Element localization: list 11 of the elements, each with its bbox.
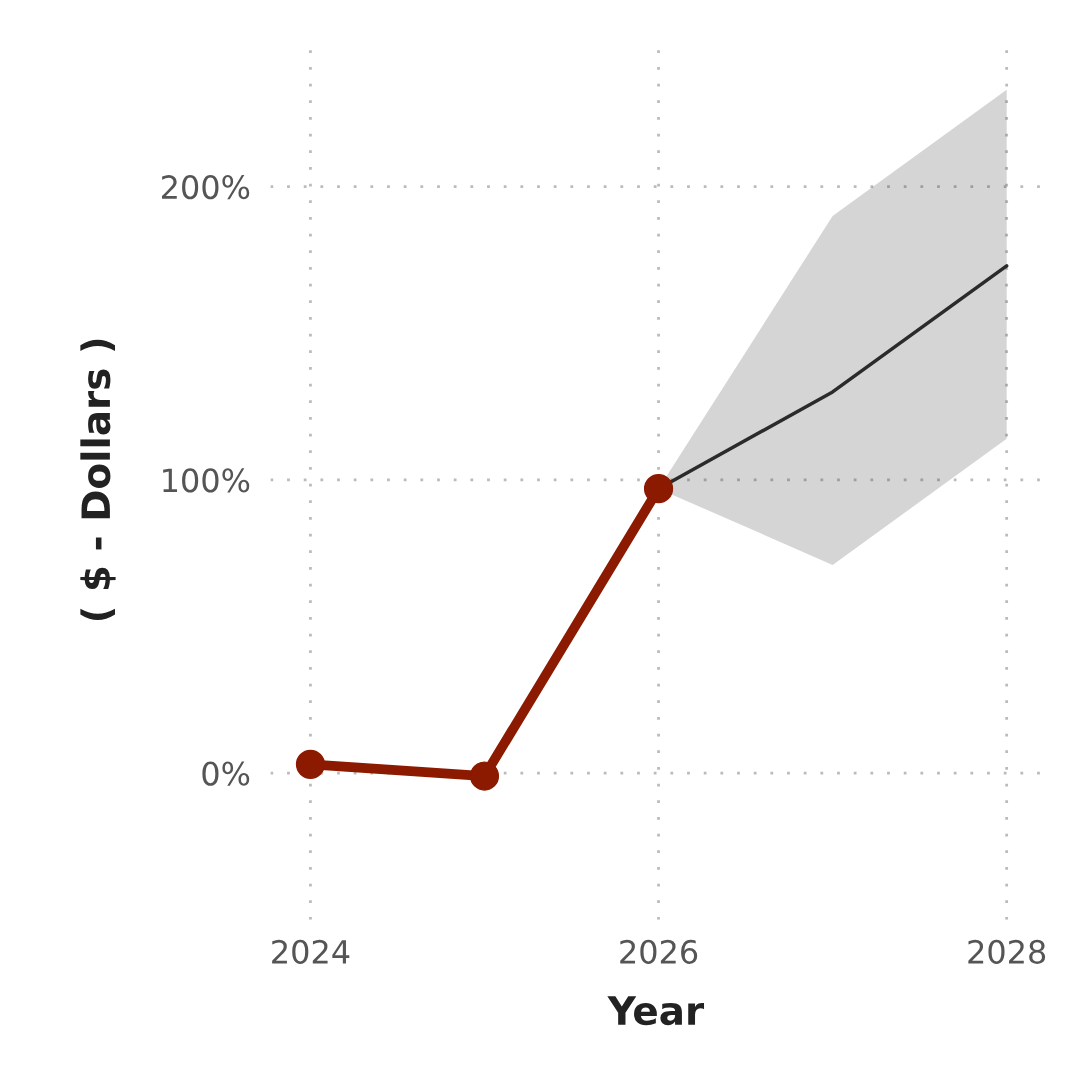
y-tick-label: 200% — [161, 175, 250, 200]
x-tick-label: 2024 — [272, 939, 350, 964]
point — [643, 474, 674, 504]
x-tick-label: 2028 — [968, 939, 1046, 964]
y-axis-title: ( $ - Dollars ) — [80, 339, 116, 621]
y-tick-label: 100% — [163, 468, 250, 493]
y-tick-label: 0% — [202, 761, 250, 786]
point — [295, 749, 326, 779]
x-tick-label: 2026 — [620, 939, 698, 964]
point — [469, 761, 500, 791]
x-axis-title: Year — [607, 996, 705, 1026]
